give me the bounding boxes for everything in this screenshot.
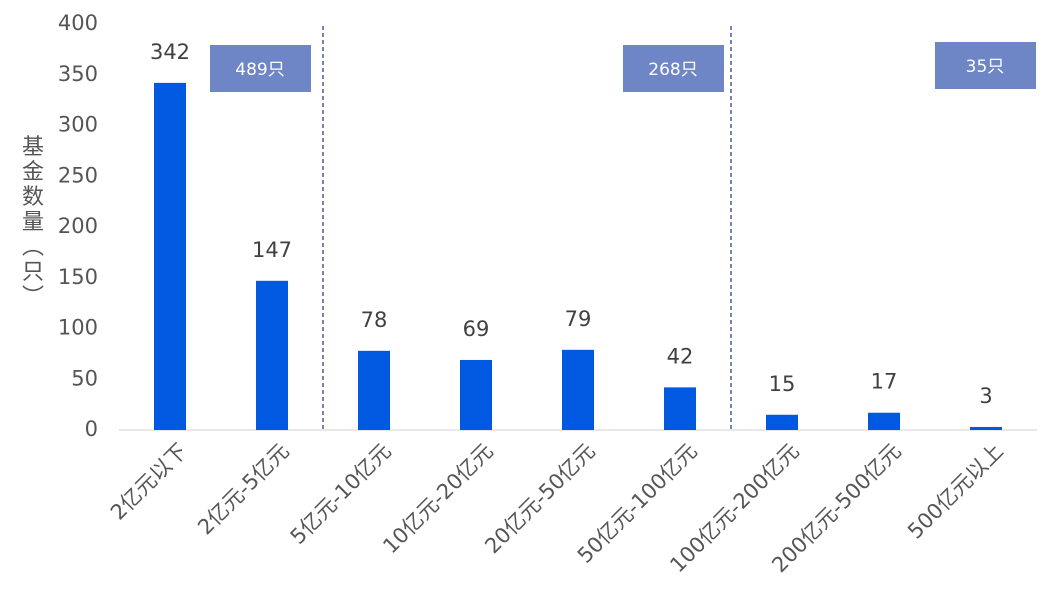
bar (664, 387, 696, 430)
annotation-text: 35只 (966, 57, 1005, 77)
data-label: 69 (463, 317, 490, 341)
data-label: 78 (361, 308, 388, 332)
bar (970, 426, 1002, 430)
data-label: 42 (667, 344, 694, 368)
data-label: 3 (979, 384, 992, 408)
data-label: 17 (871, 370, 898, 394)
y-tick-label: 150 (58, 265, 98, 289)
annotation-box (935, 42, 1036, 89)
annotation-box (623, 45, 724, 92)
bar (460, 359, 492, 430)
annotation-box (210, 45, 311, 92)
y-tick-label: 50 (71, 366, 98, 390)
bar (154, 82, 186, 431)
annotation-text: 489只 (235, 60, 284, 80)
y-tick-label: 100 (58, 316, 98, 340)
x-tick-label: 5亿元-10亿元 (286, 439, 396, 549)
x-tick-label: 2亿元以下 (106, 439, 192, 525)
y-tick-label: 400 (58, 11, 98, 35)
data-label: 79 (565, 307, 592, 331)
bar (358, 350, 390, 430)
y-tick-label: 250 (58, 163, 98, 187)
bar (868, 412, 900, 430)
y-axis-label: 基金数量（只） (18, 135, 44, 310)
data-label: 15 (769, 372, 796, 396)
data-label: 147 (252, 238, 292, 262)
y-tick-label: 0 (85, 417, 98, 441)
annotation-text: 268只 (648, 60, 697, 80)
data-label: 342 (150, 40, 190, 64)
bar (766, 414, 798, 430)
y-tick-label: 350 (58, 62, 98, 86)
y-tick-label: 200 (58, 214, 98, 238)
bar (256, 280, 288, 430)
x-tick-label: 500亿元以上 (903, 439, 1008, 544)
x-tick-label: 2亿元-5亿元 (193, 439, 294, 540)
y-tick-label: 300 (58, 113, 98, 137)
bar (562, 349, 594, 430)
